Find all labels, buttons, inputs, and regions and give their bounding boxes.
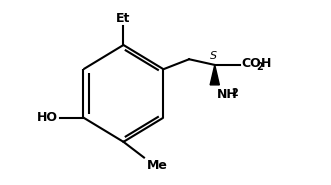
Text: 2: 2 (231, 88, 238, 98)
Text: CO: CO (242, 57, 261, 70)
Text: H: H (260, 57, 271, 70)
Polygon shape (210, 65, 219, 85)
Text: Me: Me (147, 159, 167, 172)
Text: S: S (210, 51, 217, 61)
Text: NH: NH (217, 88, 238, 101)
Text: HO: HO (37, 111, 58, 124)
Text: 2: 2 (257, 63, 263, 73)
Text: Et: Et (116, 12, 131, 25)
